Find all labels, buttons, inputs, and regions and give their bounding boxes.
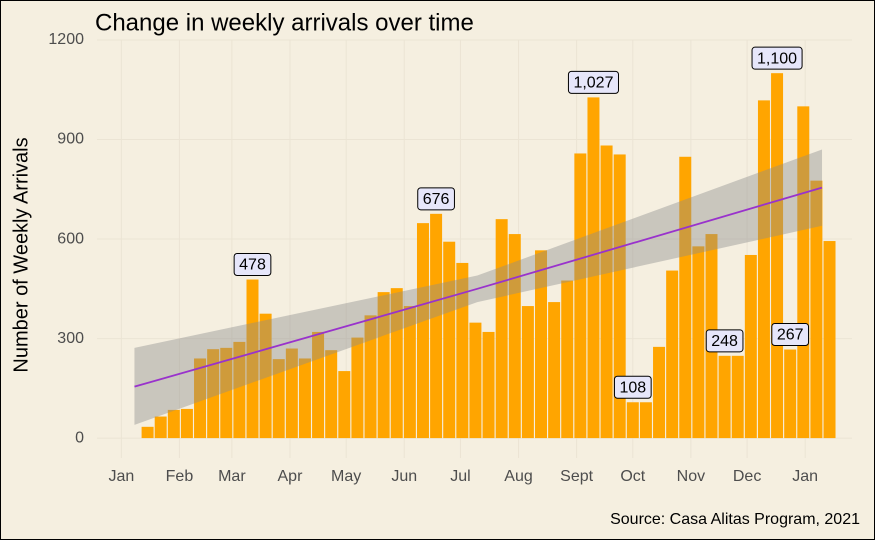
bar [194, 358, 207, 439]
bar [561, 280, 574, 439]
bar [167, 409, 180, 439]
bar [430, 213, 443, 439]
bar [351, 337, 364, 439]
y-tick-label: 300 [57, 330, 84, 347]
bar [718, 355, 731, 439]
x-tick-label: Mar [218, 468, 246, 485]
data-label-box [771, 323, 810, 347]
bar [639, 402, 652, 439]
bar [364, 315, 377, 439]
bar [508, 234, 521, 439]
bar [771, 73, 784, 439]
x-tick-label: Dec [733, 468, 761, 485]
x-tick-label: Apr [278, 468, 304, 485]
bar [521, 306, 534, 439]
bar [220, 347, 233, 439]
y-axis-label: Number of Weekly Arrivals [10, 137, 32, 372]
bar [338, 371, 351, 439]
x-tick-label: Feb [166, 468, 194, 485]
bar [180, 408, 193, 439]
bar [259, 313, 272, 439]
bar [548, 302, 561, 439]
data-label: 108 [619, 379, 646, 396]
bar [731, 355, 744, 439]
y-tick-label: 900 [57, 131, 84, 148]
chart-title: Change in weekly arrivals over time [95, 9, 474, 36]
bar [810, 180, 823, 439]
data-label-box [751, 46, 803, 70]
y-tick-label: 600 [57, 230, 84, 247]
bar [298, 358, 311, 439]
data-label: 248 [711, 333, 738, 350]
bar [312, 331, 325, 439]
bar [154, 416, 167, 439]
bar [784, 349, 797, 439]
bar [207, 349, 220, 439]
x-tick-label: Sept [560, 468, 593, 485]
data-label: 478 [239, 257, 266, 274]
bar [600, 145, 613, 439]
data-label: 1,100 [757, 50, 797, 67]
confidence-band [134, 149, 823, 425]
bar [272, 359, 285, 439]
bar [613, 154, 626, 439]
x-tick-label: Jan [792, 468, 818, 485]
bar [325, 350, 338, 439]
bar [377, 292, 390, 439]
bar [823, 241, 836, 439]
x-tick-label: Oct [620, 468, 645, 485]
bar [679, 156, 692, 439]
x-tick-label: Aug [504, 468, 532, 485]
bar [797, 106, 810, 439]
bar [653, 346, 666, 439]
data-label-box [417, 187, 455, 211]
x-tick-label: Jul [450, 468, 470, 485]
bar [587, 97, 600, 439]
bar [535, 250, 548, 439]
bar [495, 219, 508, 439]
data-label-box [233, 253, 272, 277]
data-label-box [613, 375, 652, 399]
bar [416, 223, 429, 439]
x-tick-label: Nov [677, 468, 705, 485]
bar [744, 254, 757, 439]
x-tick-label: Jan [108, 468, 134, 485]
data-label: 1,027 [573, 75, 613, 92]
source-caption: Source: Casa Alitas Program, 2021 [610, 511, 860, 528]
data-label-box [567, 70, 619, 94]
y-tick-label: 0 [75, 429, 84, 446]
data-label-box [705, 329, 744, 353]
data-label: 676 [423, 191, 450, 208]
bar [456, 262, 469, 439]
bar [666, 270, 679, 439]
data-label: 267 [777, 327, 804, 344]
bar [246, 279, 259, 439]
bar [757, 100, 770, 439]
trend-line [134, 186, 823, 388]
bar [482, 331, 495, 439]
bar [403, 306, 416, 439]
plot-area: 0 300 600 900 1200 Jan Feb Mar Apr May Jun Jul Aug Se… [48, 31, 852, 485]
bar [626, 402, 639, 439]
bar [574, 153, 587, 439]
bar [141, 426, 154, 439]
bar [233, 341, 246, 439]
bar [443, 241, 456, 439]
bar [469, 322, 482, 439]
x-tick-label: May [331, 468, 361, 485]
bar [285, 348, 298, 439]
x-tick-label: Jun [391, 468, 417, 485]
bar [390, 288, 403, 439]
y-tick-label: 1200 [48, 31, 84, 48]
bar [692, 246, 705, 439]
